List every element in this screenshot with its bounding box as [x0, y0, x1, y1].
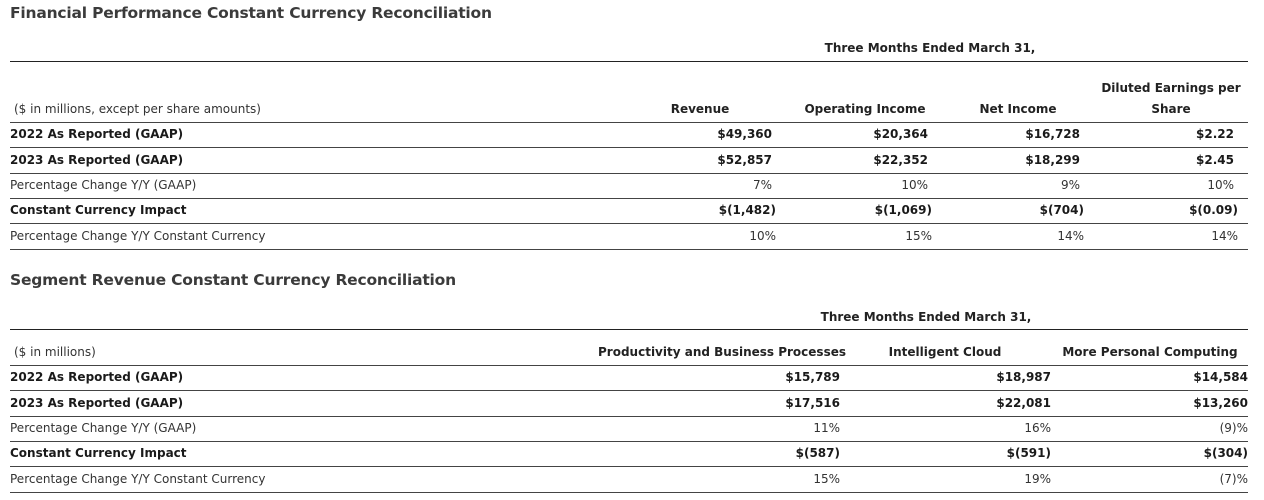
column-header-more-personal-computing: More Personal Computing	[1062, 345, 1238, 359]
divider	[10, 122, 1248, 123]
column-header-diluted-eps-line1: Diluted Earnings per	[1101, 81, 1241, 95]
table-cell: $52,857	[717, 153, 772, 167]
divider	[10, 61, 1248, 62]
table-cell: (9)%	[1219, 421, 1248, 435]
divider	[10, 390, 1248, 391]
segment-revenue-title: Segment Revenue Constant Currency Reconc…	[10, 271, 456, 289]
table-cell: $(304)	[1203, 446, 1248, 460]
column-header-operating-income: Operating Income	[804, 102, 926, 116]
row-label: 2022 As Reported (GAAP)	[10, 370, 184, 384]
column-header-intelligent-cloud: Intelligent Cloud	[888, 345, 1002, 359]
divider	[10, 441, 1248, 442]
table-cell: $22,081	[996, 396, 1051, 410]
table-cell: $(704)	[1039, 203, 1084, 217]
unit-label: ($ in millions)	[14, 345, 96, 359]
row-label: Constant Currency Impact	[10, 446, 187, 460]
table-cell: 14%	[1211, 229, 1238, 243]
table-cell: 9%	[1060, 178, 1080, 192]
row-label: Percentage Change Y/Y (GAAP)	[10, 421, 197, 435]
divider	[10, 173, 1248, 174]
divider	[10, 492, 1248, 493]
table-cell: $18,987	[996, 370, 1051, 384]
table-cell: 10%	[1207, 178, 1234, 192]
divider	[10, 329, 1248, 330]
table-cell: $(0.09)	[1189, 203, 1238, 217]
row-label: Constant Currency Impact	[10, 203, 187, 217]
table-cell: 11%	[813, 421, 840, 435]
row-label: 2023 As Reported (GAAP)	[10, 396, 184, 410]
table-cell: $18,299	[1025, 153, 1080, 167]
column-header-revenue: Revenue	[670, 102, 730, 116]
table-cell: 15%	[905, 229, 932, 243]
divider	[10, 466, 1248, 467]
table-cell: (7)%	[1219, 472, 1248, 486]
column-header-net-income: Net Income	[979, 102, 1057, 116]
column-header-productivity: Productivity and Business Processes	[598, 345, 846, 359]
table-cell: $15,789	[785, 370, 840, 384]
table-cell: $17,516	[785, 396, 840, 410]
divider	[10, 147, 1248, 148]
table-cell: $(591)	[1006, 446, 1051, 460]
table-cell: $16,728	[1025, 127, 1080, 141]
table-cell: $(1,069)	[874, 203, 932, 217]
divider	[10, 198, 1248, 199]
unit-label: ($ in millions, except per share amounts…	[14, 102, 261, 116]
divider	[10, 365, 1248, 366]
table-cell: $2.45	[1196, 153, 1234, 167]
table-cell: $49,360	[717, 127, 772, 141]
period-header: Three Months Ended March 31,	[824, 41, 1036, 55]
divider	[10, 249, 1248, 250]
table-cell: 10%	[749, 229, 776, 243]
table-cell: $(1,482)	[718, 203, 776, 217]
row-label: Percentage Change Y/Y (GAAP)	[10, 178, 197, 192]
table-cell: 19%	[1024, 472, 1051, 486]
table-cell: 10%	[901, 178, 928, 192]
table-cell: 14%	[1057, 229, 1084, 243]
table-cell: $(587)	[795, 446, 840, 460]
table-cell: 15%	[813, 472, 840, 486]
financial-performance-title: Financial Performance Constant Currency …	[10, 4, 492, 22]
table-cell: $22,352	[873, 153, 928, 167]
table-cell: 7%	[752, 178, 772, 192]
row-label: 2023 As Reported (GAAP)	[10, 153, 184, 167]
row-label: Percentage Change Y/Y Constant Currency	[10, 229, 266, 243]
divider	[10, 223, 1248, 224]
table-cell: $14,584	[1193, 370, 1248, 384]
table-cell: 16%	[1024, 421, 1051, 435]
row-label: Percentage Change Y/Y Constant Currency	[10, 472, 266, 486]
row-label: 2022 As Reported (GAAP)	[10, 127, 184, 141]
table-cell: $13,260	[1193, 396, 1248, 410]
table-cell: $2.22	[1196, 127, 1234, 141]
column-header-diluted-eps-line2: Share	[1151, 102, 1191, 116]
table-cell: $20,364	[873, 127, 928, 141]
divider	[10, 416, 1248, 417]
period-header: Three Months Ended March 31,	[820, 310, 1032, 324]
